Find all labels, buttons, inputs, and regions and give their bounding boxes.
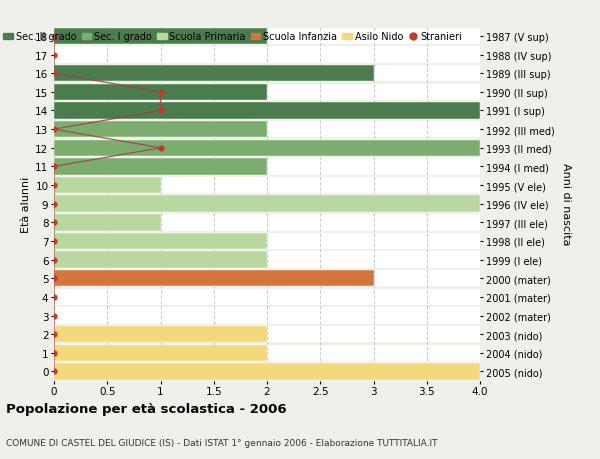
Bar bbox=[54, 103, 480, 119]
Bar bbox=[54, 47, 480, 64]
Bar bbox=[54, 308, 480, 324]
Bar bbox=[54, 66, 480, 82]
Bar bbox=[54, 140, 480, 157]
Bar bbox=[54, 28, 267, 45]
Bar bbox=[54, 364, 480, 380]
Bar bbox=[54, 196, 480, 213]
Text: COMUNE DI CASTEL DEL GIUDICE (IS) - Dati ISTAT 1° gennaio 2006 - Elaborazione TU: COMUNE DI CASTEL DEL GIUDICE (IS) - Dati… bbox=[6, 438, 437, 448]
Y-axis label: Anni di nascita: Anni di nascita bbox=[561, 163, 571, 246]
Bar bbox=[54, 196, 480, 213]
Bar bbox=[54, 252, 480, 268]
Bar bbox=[54, 345, 480, 361]
Bar bbox=[54, 140, 480, 157]
Bar bbox=[54, 326, 267, 343]
Bar bbox=[54, 345, 267, 361]
Bar bbox=[54, 215, 161, 231]
Bar bbox=[54, 178, 480, 194]
Bar bbox=[54, 122, 480, 138]
Bar bbox=[54, 215, 480, 231]
Bar bbox=[54, 270, 480, 287]
Bar bbox=[54, 84, 480, 101]
Bar bbox=[54, 103, 480, 119]
Bar bbox=[54, 289, 480, 305]
Bar bbox=[54, 270, 373, 287]
Bar bbox=[54, 178, 161, 194]
Bar bbox=[54, 28, 480, 45]
Bar bbox=[54, 233, 480, 250]
Legend: Sec. II grado, Sec. I grado, Scuola Primaria, Scuola Infanzia, Asilo Nido, Stran: Sec. II grado, Sec. I grado, Scuola Prim… bbox=[4, 33, 463, 42]
Bar bbox=[54, 233, 267, 250]
Text: Popolazione per età scolastica - 2006: Popolazione per età scolastica - 2006 bbox=[6, 403, 287, 415]
Y-axis label: Età alunni: Età alunni bbox=[21, 176, 31, 232]
Bar bbox=[54, 364, 480, 380]
Bar bbox=[54, 252, 267, 268]
Bar bbox=[54, 326, 480, 343]
Bar bbox=[54, 84, 267, 101]
Bar bbox=[54, 159, 480, 175]
Bar bbox=[54, 159, 267, 175]
Bar bbox=[54, 66, 373, 82]
Bar bbox=[54, 122, 267, 138]
